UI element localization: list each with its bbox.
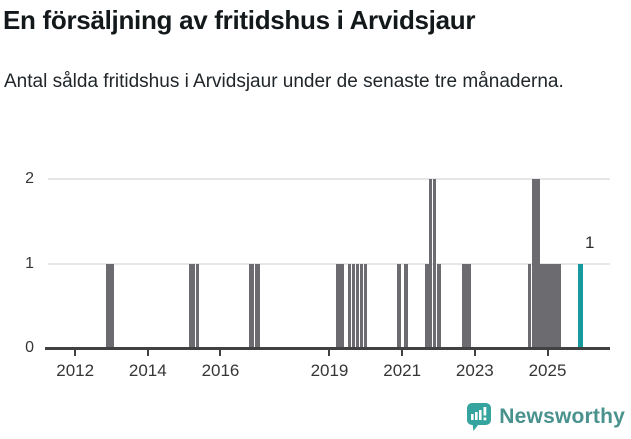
x-axis-line	[45, 347, 610, 350]
bar	[347, 263, 352, 348]
bar	[539, 263, 561, 348]
bar	[360, 263, 364, 348]
bar	[425, 263, 430, 348]
x-axis-tick	[473, 350, 476, 356]
bar	[403, 263, 408, 348]
x-axis-tick	[546, 350, 549, 356]
x-axis-tick	[328, 350, 331, 356]
bar	[363, 263, 368, 348]
newsworthy-wordmark: Newsworthy	[499, 405, 625, 428]
bar-value-label: 1	[585, 232, 595, 252]
x-axis-tick	[401, 350, 404, 356]
highlighted-bar	[578, 263, 583, 348]
bar	[429, 179, 433, 348]
x-axis-tick	[219, 350, 222, 356]
bar	[336, 263, 345, 348]
bar	[248, 263, 254, 348]
bar	[356, 263, 360, 348]
chart-subtitle: Antal sålda fritidshus i Arvidsjaur unde…	[4, 71, 564, 92]
y-tick-label: 2	[25, 170, 34, 187]
bar	[188, 263, 192, 348]
chart-title: En försäljning av fritidshus i Arvidsjau…	[3, 5, 476, 35]
bar	[195, 263, 199, 348]
x-tick-label: 2014	[128, 361, 167, 380]
bar	[397, 263, 402, 348]
bar	[106, 263, 110, 348]
bar	[437, 263, 442, 348]
x-axis-tick	[146, 350, 149, 356]
bar	[352, 263, 356, 348]
newsworthy-logo-icon	[466, 402, 492, 432]
y-tick-label: 1	[25, 254, 34, 272]
x-tick-label: 2025	[528, 361, 567, 380]
gridline	[48, 178, 610, 180]
bar	[433, 179, 437, 348]
bar	[110, 263, 114, 348]
bar	[255, 263, 260, 348]
x-tick-label: 2023	[455, 361, 494, 380]
x-tick-label: 2016	[201, 361, 240, 380]
bar	[527, 263, 531, 348]
bar	[532, 179, 536, 348]
gridline	[48, 262, 610, 265]
newsworthy-logo[interactable]: Newsworthy	[466, 402, 625, 432]
x-tick-label: 2021	[383, 361, 422, 380]
x-tick-label: 2019	[310, 361, 349, 380]
bar	[536, 179, 540, 348]
bar	[192, 263, 196, 348]
x-axis-tick	[74, 350, 77, 356]
bar	[462, 263, 472, 348]
x-tick-label: 2012	[56, 361, 95, 380]
y-tick-label: 0	[25, 339, 34, 356]
